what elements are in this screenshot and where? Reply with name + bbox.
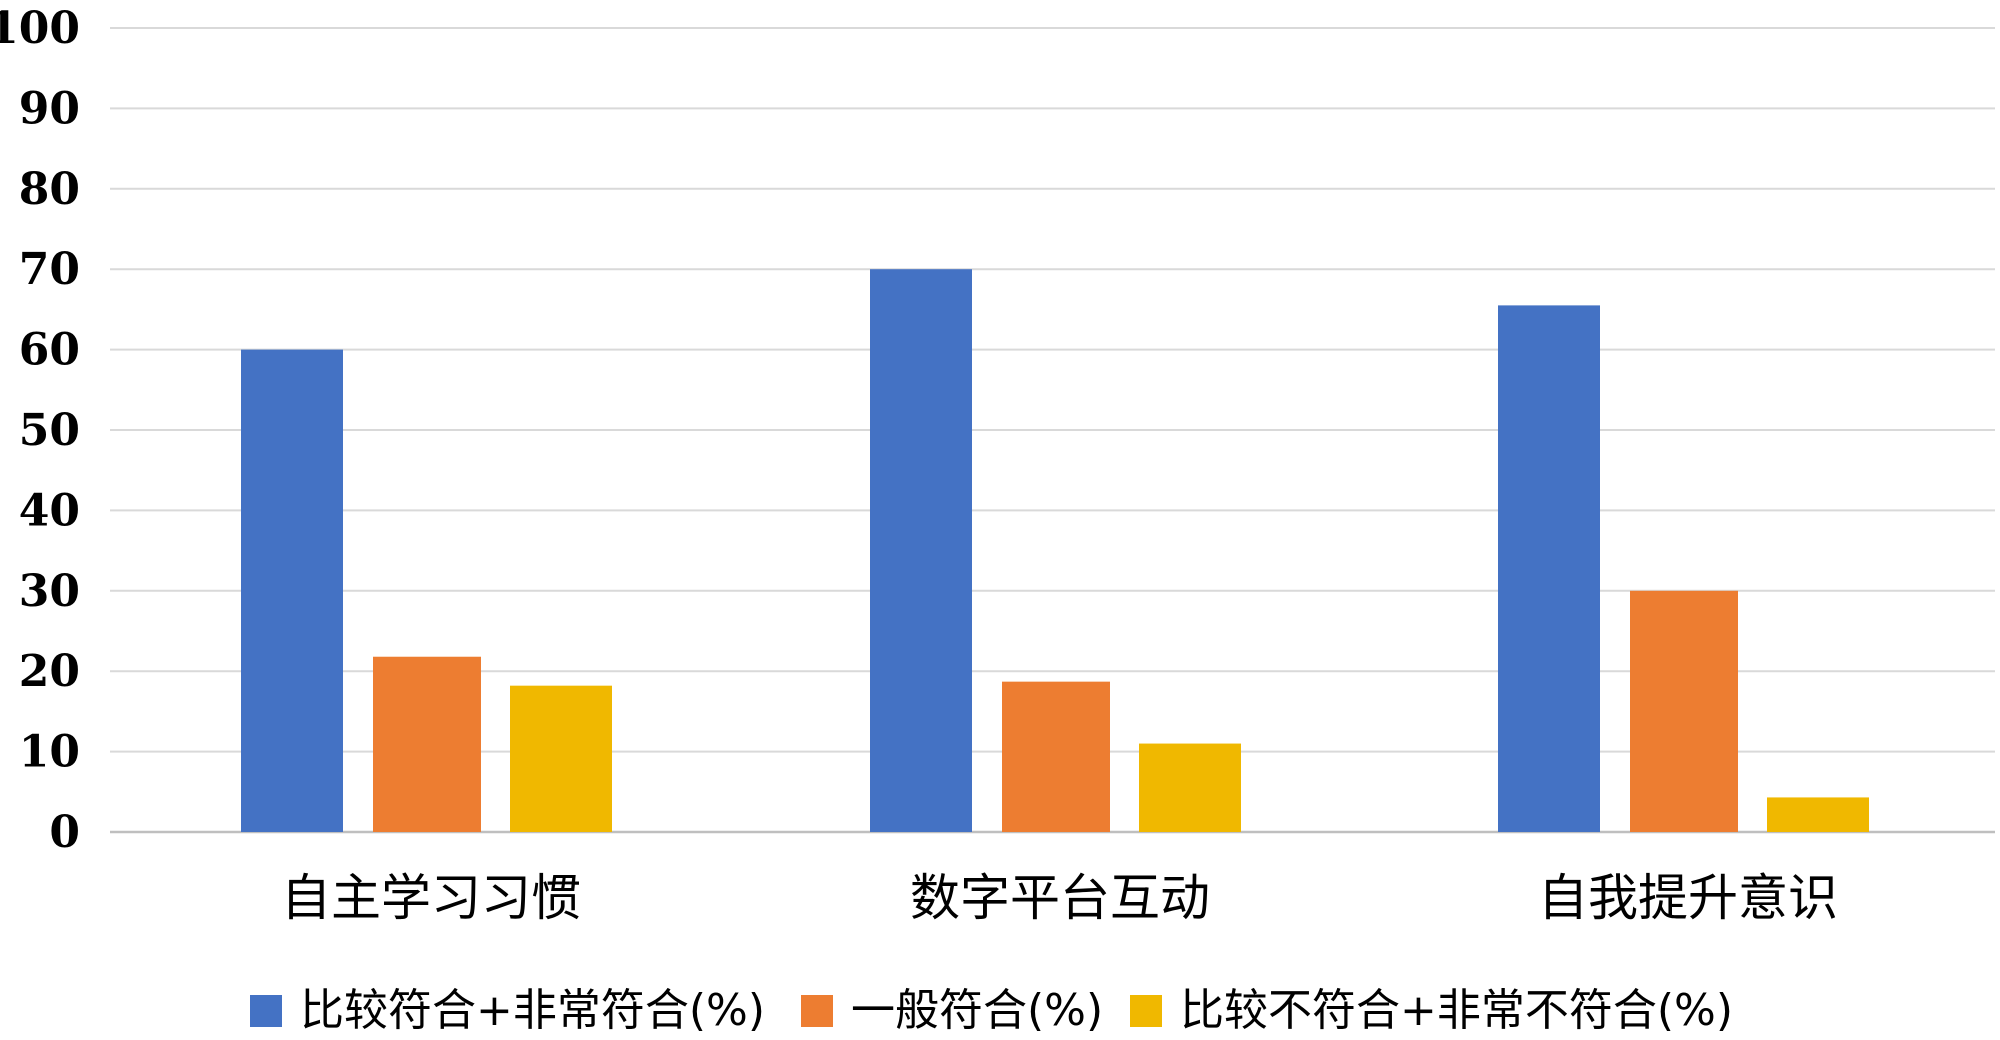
y-tick-label: 30 (19, 566, 80, 617)
y-tick-label: 60 (19, 325, 80, 376)
bar-3-2 (1139, 743, 1241, 832)
y-tick-label: 50 (19, 405, 80, 456)
y-tick-label: 70 (19, 244, 80, 295)
bar-3-3 (1767, 797, 1869, 832)
bar-1-1 (241, 349, 343, 832)
y-tick-label: 100 (0, 3, 80, 54)
legend-swatch-2 (801, 995, 833, 1027)
bar-1-3 (1498, 305, 1600, 832)
bar-2-1 (373, 656, 481, 832)
y-tick-label: 0 (49, 807, 80, 858)
legend-swatch-1 (250, 995, 282, 1027)
legend-label-2: 一般符合(%) (851, 985, 1103, 1036)
x-tick-label: 数字平台互动 (910, 869, 1210, 927)
x-tick-label: 自我提升意识 (1538, 869, 1838, 927)
bar-2-2 (1002, 681, 1110, 832)
legend-label-3: 比较不符合+非常不符合(%) (1180, 985, 1733, 1036)
bar-3-1 (510, 685, 612, 832)
y-tick-label: 80 (19, 164, 80, 215)
bar-2-3 (1630, 590, 1738, 832)
y-tick-label: 10 (19, 727, 80, 778)
bar-1-2 (870, 269, 972, 832)
x-axis-ticks: 自主学习习惯 数字平台互动 自我提升意识 (281, 869, 1838, 927)
y-tick-label: 40 (19, 485, 80, 536)
y-tick-label: 20 (19, 646, 80, 697)
legend: 比较符合+非常符合(%) 一般符合(%) 比较不符合+非常不符合(%) (250, 985, 1733, 1036)
legend-label-1: 比较符合+非常符合(%) (300, 985, 765, 1036)
y-tick-label: 90 (19, 83, 80, 134)
x-tick-label: 自主学习习惯 (281, 869, 581, 927)
y-axis-ticks: 0 10 20 30 40 50 60 70 80 90 100 (0, 3, 80, 858)
bars (241, 269, 1869, 832)
legend-swatch-3 (1130, 995, 1162, 1027)
